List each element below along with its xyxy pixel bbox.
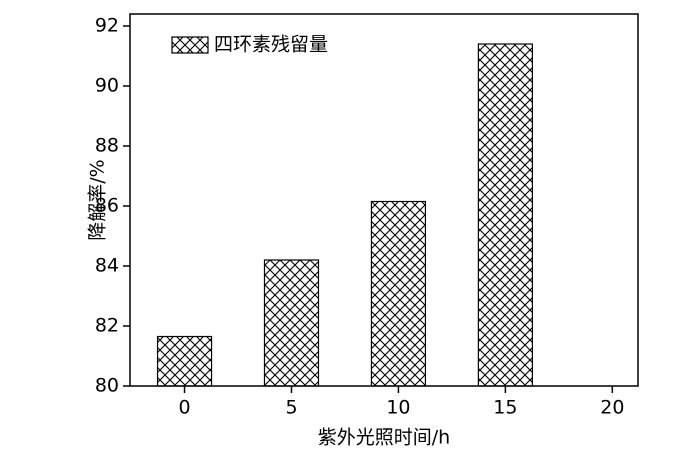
- y-tick-label: 92: [95, 15, 119, 37]
- y-tick-label: 86: [95, 195, 119, 217]
- legend-swatch: [171, 36, 209, 54]
- x-tick-label: 0: [178, 397, 190, 419]
- x-tick-label: 15: [493, 397, 517, 419]
- x-axis-label: 紫外光照时间/h: [318, 427, 450, 449]
- legend-label: 四环素残留量: [214, 34, 328, 56]
- bar: [156, 335, 213, 387]
- bar: [477, 43, 533, 387]
- bar: [263, 259, 320, 387]
- y-tick-label: 80: [95, 375, 119, 397]
- x-tick-label: 20: [600, 397, 624, 419]
- plot-frame: [129, 13, 639, 387]
- x-tick-label: 10: [386, 397, 410, 419]
- y-tick-label: 82: [95, 315, 119, 337]
- bar: [370, 200, 427, 387]
- y-tick-label: 90: [95, 75, 119, 97]
- y-tick-label: 88: [95, 135, 119, 157]
- y-axis-label: 降解率/%: [87, 159, 109, 240]
- y-tick-label: 84: [95, 255, 119, 277]
- x-tick-label: 5: [285, 397, 297, 419]
